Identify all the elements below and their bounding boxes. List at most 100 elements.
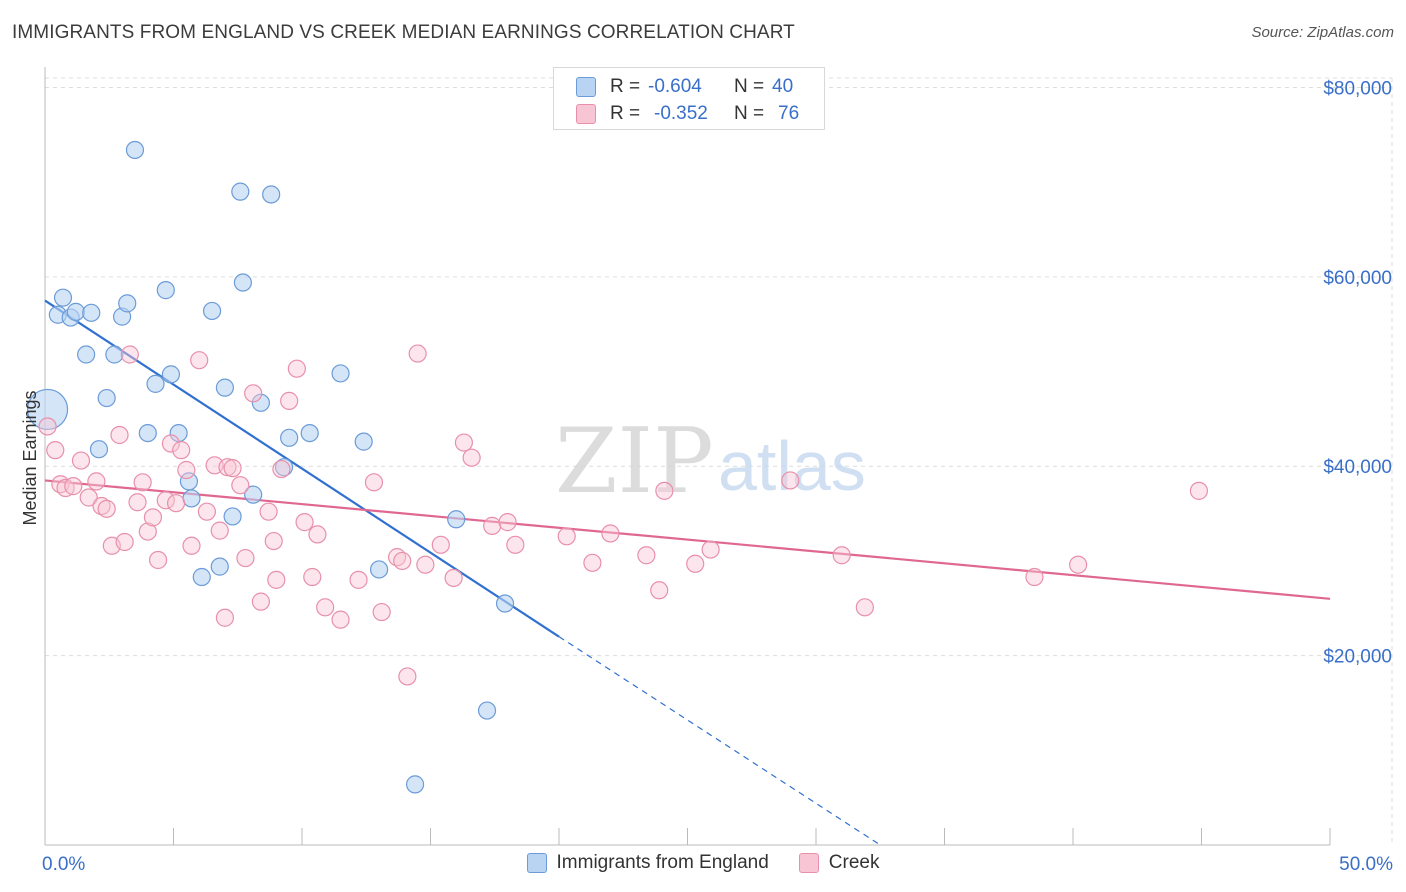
creek-point: [272, 459, 291, 479]
data-points: [26, 140, 1209, 794]
creek-point: [331, 610, 350, 629]
watermark-atlas: atlas: [718, 427, 866, 505]
r-value: -0.352: [654, 103, 708, 124]
creek-point: [177, 460, 196, 480]
england-point: [215, 378, 234, 397]
axes: [44, 67, 1331, 846]
creek-point: [97, 499, 116, 518]
england-point: [138, 423, 157, 443]
creek-point: [236, 548, 255, 568]
creek-point: [316, 598, 335, 617]
creek-point: [498, 513, 517, 532]
creek-point: [1189, 481, 1209, 500]
legend-item-england[interactable]: Immigrants from England: [526, 852, 769, 874]
creek-point: [71, 451, 91, 470]
creek-point: [128, 493, 147, 512]
england-point: [118, 294, 137, 313]
england-point: [53, 288, 73, 307]
creek-point: [855, 598, 874, 617]
england-legend-swatch: [526, 853, 547, 873]
creek-point: [210, 521, 229, 540]
n-label: N =: [734, 76, 765, 97]
england-point: [477, 701, 497, 720]
creek-point: [444, 568, 463, 588]
creek-point: [408, 344, 427, 363]
creek-point: [650, 581, 669, 600]
creek-point: [38, 417, 57, 436]
england-trend-extension: [558, 636, 881, 846]
creek-point: [287, 359, 306, 378]
creek-point: [115, 532, 134, 552]
england-point: [354, 432, 373, 451]
creek-point: [110, 425, 129, 445]
creek-point: [1025, 567, 1044, 587]
creek-point: [454, 433, 474, 452]
england-point: [370, 560, 389, 579]
creek-point: [264, 531, 283, 551]
england-swatch: [576, 77, 596, 97]
england-point: [202, 301, 222, 321]
england-point: [495, 594, 515, 613]
creek-point: [244, 384, 263, 403]
england-point: [405, 775, 425, 794]
creek-point: [166, 494, 186, 513]
creek-point: [223, 459, 242, 478]
creek-point: [259, 502, 278, 521]
creek-point: [655, 481, 674, 500]
creek-point: [138, 522, 157, 541]
creek-point: [372, 602, 391, 622]
england-point: [26, 388, 69, 431]
creek-point: [583, 553, 602, 572]
creek-point: [295, 513, 314, 532]
england-point: [146, 374, 165, 393]
england-point: [331, 364, 350, 383]
creek-point: [416, 555, 435, 574]
r-label: R =: [610, 76, 641, 97]
creek-point: [398, 667, 417, 686]
england-point: [231, 182, 250, 201]
england-point: [125, 140, 145, 160]
creek-point: [832, 546, 851, 565]
creek-point: [483, 516, 502, 535]
creek-legend-label: Creek: [828, 852, 880, 873]
england-point: [262, 185, 281, 204]
stats-row-creek: R = -0.352 N = 76: [576, 101, 799, 127]
england-point: [300, 423, 319, 443]
creek-point: [197, 502, 217, 521]
creek-point: [557, 527, 576, 546]
creek-point: [182, 536, 201, 555]
england-point: [280, 428, 299, 447]
creek-point: [156, 491, 175, 510]
bottom-legend: Immigrants from England Creek: [0, 852, 1406, 874]
r-label: R =: [610, 103, 641, 124]
y-tick-label: $40,000: [1323, 457, 1392, 478]
england-point: [223, 507, 242, 526]
creek-point: [251, 592, 270, 611]
creek-point: [172, 441, 191, 460]
creek-point: [364, 473, 384, 492]
england-point: [447, 510, 466, 529]
creek-point: [92, 496, 111, 516]
source-label: Source: ZipAtlas.com: [1251, 24, 1394, 41]
y-tick-label: $60,000: [1323, 268, 1392, 289]
creek-point: [506, 535, 525, 554]
creek-point: [46, 441, 65, 460]
creek-point: [1069, 555, 1088, 574]
creek-point: [637, 546, 656, 565]
creek-point: [701, 540, 720, 559]
creek-point: [215, 608, 234, 627]
england-point: [97, 388, 116, 408]
england-point: [105, 345, 124, 364]
creek-point: [462, 448, 481, 467]
creek-point: [161, 434, 181, 453]
chart-title: IMMIGRANTS FROM ENGLAND VS CREEK MEDIAN …: [12, 22, 795, 43]
legend-item-creek[interactable]: Creek: [798, 852, 880, 874]
england-point: [274, 458, 294, 477]
y-axis-title: Median Earnings: [20, 390, 40, 525]
stats-row-england: R = -0.604 N = 40: [576, 74, 793, 100]
creek-point: [190, 351, 209, 370]
creek-point: [120, 345, 139, 364]
creek-point: [148, 550, 168, 570]
england-point: [182, 489, 201, 508]
axis-labels: $20,000 $40,000 $60,000 $80,000 0.0% 50.0% Med…: [20, 78, 1393, 875]
